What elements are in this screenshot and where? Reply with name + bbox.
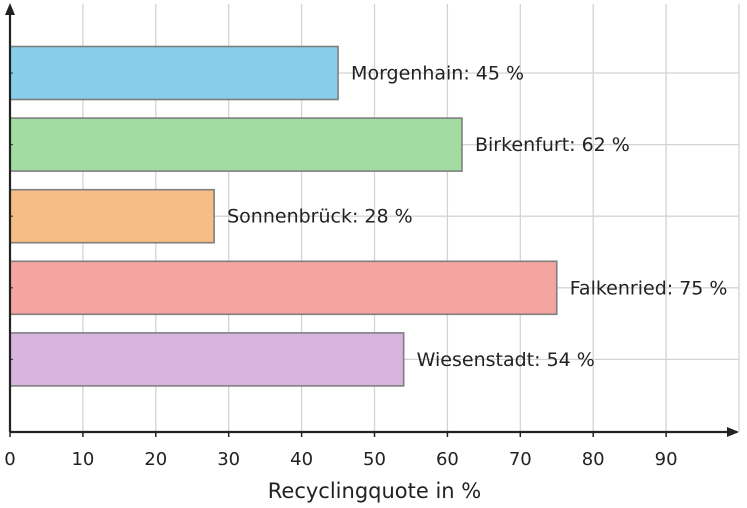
bar-value-labels: Morgenhain: 45 % Birkenfurt: 62 % Sonnenbr… bbox=[227, 63, 727, 371]
bar-label: Falkenried: 75 % bbox=[570, 277, 728, 299]
bar-label: Morgenhain: 45 % bbox=[351, 63, 524, 85]
x-axis-title: Recyclingquote in % bbox=[268, 479, 482, 503]
bar-wiesenstadt bbox=[9, 332, 405, 387]
x-tick-label: 0 bbox=[4, 449, 15, 470]
bar-sonnenbrück bbox=[9, 188, 215, 244]
bar-label: Wiesenstadt: 54 % bbox=[417, 349, 595, 371]
bar-label: Birkenfurt: 62 % bbox=[475, 134, 630, 156]
x-axis-arrowhead bbox=[727, 427, 739, 437]
x-tick-label: 20 bbox=[144, 449, 167, 470]
y-axis-arrowhead bbox=[5, 3, 15, 15]
bars bbox=[9, 45, 558, 387]
bar-label: Sonnenbrück: 28 % bbox=[227, 206, 413, 228]
x-tick-labels: 0 10 20 30 40 50 60 70 80 90 bbox=[4, 432, 678, 470]
bar-falkenried bbox=[9, 260, 558, 316]
x-tick-label: 40 bbox=[290, 449, 313, 470]
bar-birkenfurt bbox=[9, 117, 463, 172]
x-tick-label: 70 bbox=[509, 449, 532, 470]
x-tick-label: 50 bbox=[363, 449, 386, 470]
bar-morgenhain bbox=[9, 45, 339, 101]
x-tick-label: 30 bbox=[217, 449, 240, 470]
axes bbox=[5, 3, 739, 437]
x-tick-label: 90 bbox=[655, 449, 678, 470]
x-tick-label: 10 bbox=[71, 449, 94, 470]
x-tick-label: 60 bbox=[436, 449, 459, 470]
x-tick-label: 80 bbox=[582, 449, 605, 470]
